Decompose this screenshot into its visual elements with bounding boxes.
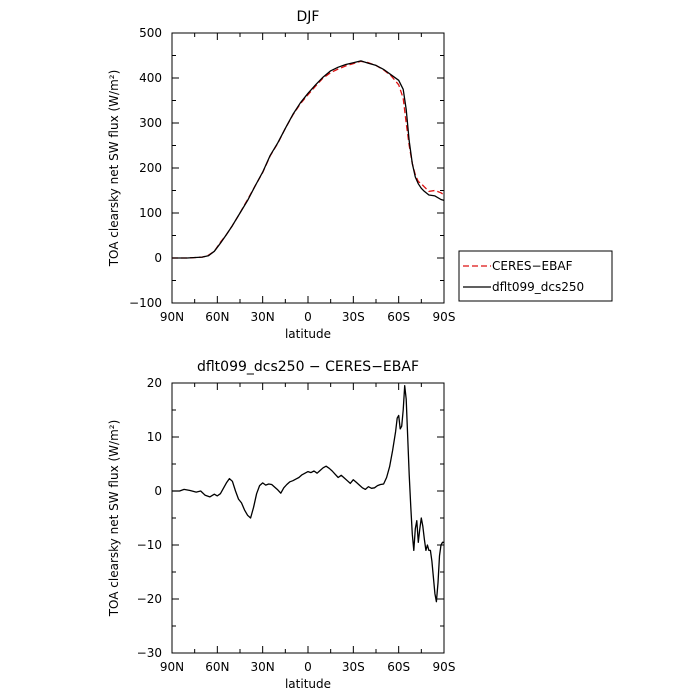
legend: CERES−EBAF dflt099_dcs250 (458, 250, 613, 302)
x-tick-label: 30S (342, 310, 365, 324)
x-tick-label: 30S (342, 660, 365, 674)
y-tick-label: 10 (147, 430, 162, 444)
panel-title: DJF (297, 9, 320, 25)
legend-label: dflt099_dcs250 (492, 280, 584, 294)
y-tick-label: 100 (139, 206, 162, 220)
y-axis-label: TOA clearsky net SW flux (W/m²) (107, 420, 121, 618)
y-tick-label: 500 (139, 26, 162, 40)
series-line-dflt099-dcs250 (172, 60, 445, 259)
y-tick-label: 0 (154, 251, 162, 265)
x-axis-label: latitude (285, 677, 331, 691)
x-tick-label: 60S (387, 310, 410, 324)
x-tick-label: 90S (433, 660, 456, 674)
legend-label: CERES−EBAF (492, 259, 573, 273)
x-tick-label: 0 (304, 310, 312, 324)
x-tick-label: 30N (251, 660, 275, 674)
panel-1: DJF 90N 60N 30N 0 30S 60S 90S −100 0 100 200 300 400 5… (107, 9, 613, 341)
y-tick-label: −100 (129, 296, 162, 310)
panel-2: dflt099_dcs250 − CERES−EBAF 90N 60N 30N 0 30S… (107, 359, 455, 691)
y-tick-label: 0 (154, 484, 162, 498)
x-tick-label: 30N (251, 310, 275, 324)
panel-title: dflt099_dcs250 − CERES−EBAF (197, 359, 419, 375)
x-tick-label: 90N (160, 310, 184, 324)
y-tick-label: −10 (137, 538, 162, 552)
y-tick-label: 400 (139, 71, 162, 85)
x-tick-label: 60S (387, 660, 410, 674)
y-tick-label: −30 (137, 646, 162, 660)
legend-box (458, 250, 613, 302)
difference-line (172, 385, 444, 603)
x-axis-label: latitude (285, 327, 331, 341)
x-tick-label: 60N (205, 310, 229, 324)
x-tick-label: 90S (433, 310, 456, 324)
y-tick-label: 300 (139, 116, 162, 130)
plot-frame (171, 382, 445, 654)
y-tick-label: 20 (147, 376, 162, 390)
x-tick-label: 60N (205, 660, 229, 674)
y-tick-label: 200 (139, 161, 162, 175)
plot-frame (171, 32, 445, 304)
y-tick-label: −20 (137, 592, 162, 606)
y-axis-label: TOA clearsky net SW flux (W/m²) (107, 70, 121, 268)
x-tick-label: 90N (160, 660, 184, 674)
x-tick-label: 0 (304, 660, 312, 674)
